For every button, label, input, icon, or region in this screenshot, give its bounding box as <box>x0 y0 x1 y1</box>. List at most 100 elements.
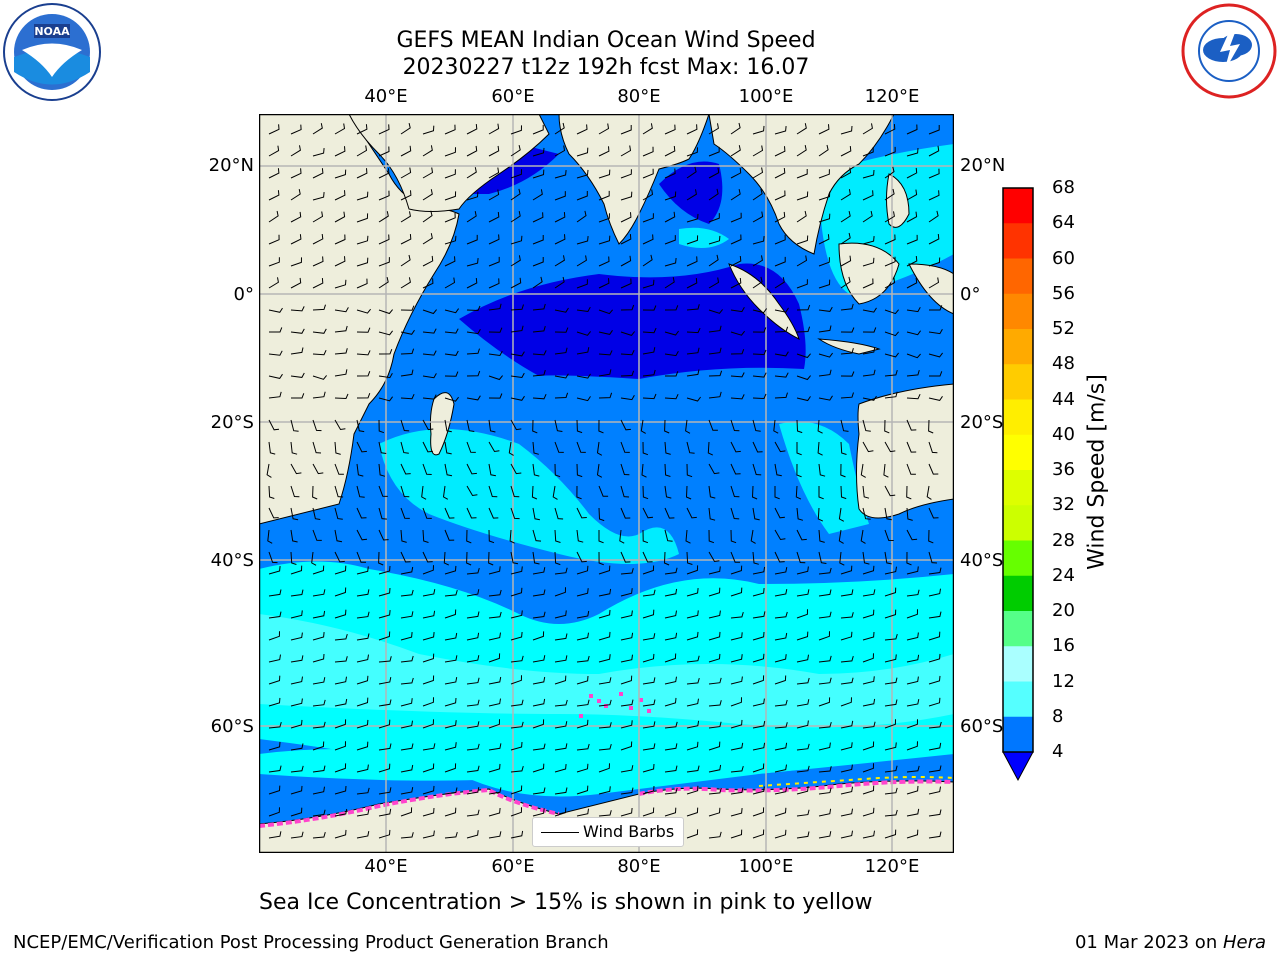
wind-barb <box>642 146 654 157</box>
wind-barb <box>818 742 831 751</box>
wind-barb <box>576 632 589 641</box>
wind-barb <box>268 307 283 313</box>
wind-barb <box>356 441 367 453</box>
legend-label: Wind Barbs <box>583 822 675 841</box>
wind-barb <box>642 393 657 400</box>
wind-barb <box>444 609 457 619</box>
wind-barb <box>796 609 808 619</box>
wind-barbs <box>266 122 943 839</box>
wind-barb <box>532 325 546 333</box>
wind-barb <box>576 610 590 619</box>
wind-barb <box>708 610 721 619</box>
wind-barb <box>730 765 744 773</box>
wind-barb <box>664 330 679 336</box>
wind-barb <box>356 371 371 377</box>
wind-barb <box>488 211 500 223</box>
wind-barb <box>378 146 390 157</box>
wind-barb <box>312 507 321 520</box>
lon-tick-bottom: 40°E <box>364 856 408 877</box>
wind-barb <box>686 327 701 334</box>
wind-barb <box>686 189 697 201</box>
wind-barb <box>708 167 720 179</box>
wind-barb <box>266 463 272 478</box>
wind-barb <box>312 123 323 135</box>
wind-barb <box>554 567 568 575</box>
wind-barb <box>906 393 921 400</box>
wind-barb <box>620 551 631 563</box>
wind-barb <box>268 566 281 575</box>
wind-barb <box>708 700 722 707</box>
wind-barb <box>730 829 743 839</box>
wind-barb <box>268 145 280 157</box>
wind-barb <box>531 485 538 500</box>
wind-barb <box>444 589 458 597</box>
wind-barb <box>312 168 324 179</box>
wind-barb <box>752 327 767 333</box>
wind-barb <box>928 190 940 201</box>
wind-barb <box>576 210 587 223</box>
wind-barb <box>818 831 832 839</box>
lon-tick-top: 120°E <box>864 86 920 107</box>
west-australia-cyan <box>779 421 869 534</box>
wind-barb <box>488 807 501 817</box>
wind-barb <box>532 655 546 663</box>
wind-barb <box>708 235 721 245</box>
wind-barb <box>488 393 503 399</box>
wind-barb <box>466 370 481 377</box>
wind-barb <box>708 807 721 817</box>
wind-barb <box>378 124 390 135</box>
wind-barb <box>378 808 392 817</box>
wind-barb <box>400 787 414 795</box>
wind-barb <box>466 258 479 267</box>
wind-barb <box>268 257 280 267</box>
wind-barb <box>928 210 939 223</box>
wind-barb <box>686 147 698 157</box>
wind-barb <box>488 419 496 433</box>
wind-barb <box>488 787 502 795</box>
colorbar-band <box>1003 364 1033 400</box>
wind-barb <box>818 787 832 795</box>
wind-barb <box>620 699 634 707</box>
wind-barb <box>312 721 326 729</box>
wind-barb <box>642 589 656 597</box>
wind-barb <box>774 351 789 357</box>
wind-barb <box>554 675 567 685</box>
wind-barb <box>884 146 896 157</box>
wind-barb <box>596 463 603 478</box>
wind-barb <box>422 610 436 619</box>
new-guinea-land <box>908 263 954 315</box>
wind-barb <box>906 234 918 245</box>
wind-barb <box>620 278 632 289</box>
wind-barb <box>686 565 699 575</box>
wind-barb <box>488 145 500 157</box>
wind-barb <box>488 632 501 641</box>
wind-barb <box>312 653 325 663</box>
wind-barb <box>906 306 921 313</box>
wind-barb <box>290 807 303 817</box>
wind-barb <box>378 276 389 289</box>
wind-barb <box>312 831 326 839</box>
wind-barb <box>444 565 457 575</box>
wind-barb <box>774 190 786 201</box>
mid-cyan-patch <box>379 429 679 564</box>
wind-barb <box>311 551 317 566</box>
wind-barb <box>664 145 676 157</box>
wind-barb <box>268 124 280 135</box>
wind-barb <box>928 742 942 751</box>
wind-barb <box>598 235 611 245</box>
wind-barb <box>576 373 591 379</box>
wind-barb <box>862 369 876 377</box>
wind-barb <box>290 610 303 619</box>
wind-barb <box>576 441 586 453</box>
wind-barb <box>598 631 611 641</box>
wind-barb <box>928 329 943 335</box>
colorbar-tick-label: 4 <box>1052 741 1064 762</box>
wind-barb <box>752 566 766 575</box>
credit-date-text: 01 Mar 2023 on <box>1074 932 1223 953</box>
wind-barb <box>620 304 635 311</box>
wind-barb <box>796 255 808 267</box>
colorbar <box>1002 187 1034 782</box>
wind-barb <box>488 743 502 751</box>
wind-barb <box>268 741 281 751</box>
wind-barb <box>444 212 456 223</box>
